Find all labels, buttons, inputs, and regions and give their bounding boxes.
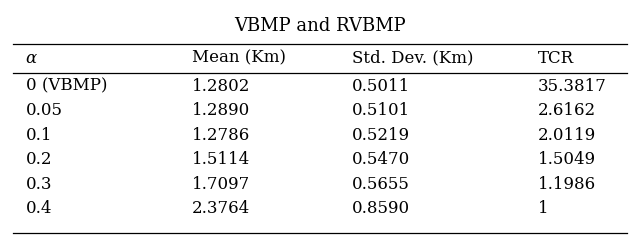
Text: 1.5114: 1.5114 xyxy=(192,151,250,168)
Text: 0.5101: 0.5101 xyxy=(352,102,410,119)
Text: 0.5655: 0.5655 xyxy=(352,176,410,193)
Text: 0.4: 0.4 xyxy=(26,200,52,217)
Text: 35.3817: 35.3817 xyxy=(538,78,607,95)
Text: 0.2: 0.2 xyxy=(26,151,52,168)
Text: 1.2786: 1.2786 xyxy=(192,127,250,144)
Text: Mean (Km): Mean (Km) xyxy=(192,50,286,67)
Text: 2.6162: 2.6162 xyxy=(538,102,596,119)
Text: TCR: TCR xyxy=(538,50,573,67)
Text: 0.5011: 0.5011 xyxy=(352,78,410,95)
Text: 0.8590: 0.8590 xyxy=(352,200,410,217)
Text: VBMP and RVBMP: VBMP and RVBMP xyxy=(234,17,406,35)
Text: α: α xyxy=(26,50,37,67)
Text: 1.5049: 1.5049 xyxy=(538,151,596,168)
Text: 1.2890: 1.2890 xyxy=(192,102,250,119)
Text: 0.3: 0.3 xyxy=(26,176,52,193)
Text: 0 (VBMP): 0 (VBMP) xyxy=(26,78,107,95)
Text: 0.5219: 0.5219 xyxy=(352,127,410,144)
Text: 1.7097: 1.7097 xyxy=(192,176,250,193)
Text: 0.05: 0.05 xyxy=(26,102,63,119)
Text: Std. Dev. (Km): Std. Dev. (Km) xyxy=(352,50,474,67)
Text: 0.1: 0.1 xyxy=(26,127,52,144)
Text: 1.1986: 1.1986 xyxy=(538,176,596,193)
Text: 2.3764: 2.3764 xyxy=(192,200,250,217)
Text: 0.5470: 0.5470 xyxy=(352,151,410,168)
Text: 2.0119: 2.0119 xyxy=(538,127,596,144)
Text: 1.2802: 1.2802 xyxy=(192,78,250,95)
Text: 1: 1 xyxy=(538,200,548,217)
